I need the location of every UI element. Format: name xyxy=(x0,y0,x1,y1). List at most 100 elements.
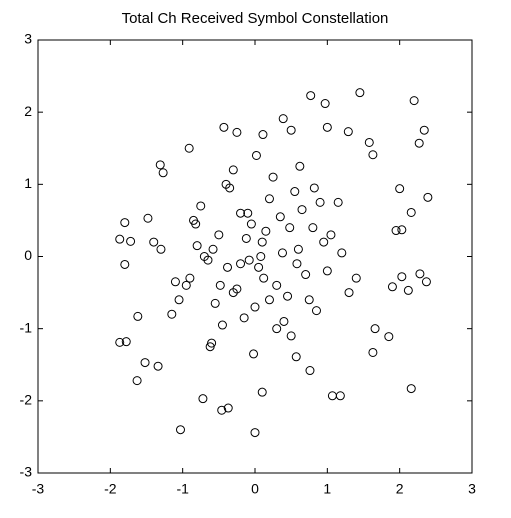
scatter-point xyxy=(319,237,329,247)
scatter-point xyxy=(256,252,266,261)
y-tick-label: 0 xyxy=(24,247,32,263)
scatter-point xyxy=(184,143,194,153)
scatter-point xyxy=(304,295,314,305)
scatter-point xyxy=(308,223,318,233)
scatter-point xyxy=(286,331,296,341)
scatter-point xyxy=(223,262,233,272)
scatter-point xyxy=(414,138,424,148)
scatter-point xyxy=(368,347,378,357)
y-tick-label: -3 xyxy=(20,464,33,480)
scatter-point xyxy=(370,324,380,334)
scatter-point xyxy=(364,137,374,147)
scatter-point xyxy=(272,280,282,290)
scatter-point xyxy=(115,337,125,347)
scatter-point xyxy=(322,122,332,132)
scatter-point xyxy=(423,192,433,202)
scatter-point xyxy=(326,230,336,240)
scatter-point xyxy=(203,255,213,265)
scatter-point xyxy=(415,269,425,279)
scatter-point xyxy=(301,270,311,280)
scatter-point xyxy=(279,316,289,326)
scatter-point xyxy=(309,183,319,193)
scatter-point xyxy=(264,194,274,204)
scatter-point xyxy=(153,361,163,371)
y-tick-label: 3 xyxy=(24,31,32,47)
scatter-point xyxy=(264,295,274,305)
scatter-point xyxy=(174,295,184,305)
scatter-point xyxy=(115,234,125,244)
scatter-point xyxy=(133,311,143,321)
scatter-point xyxy=(191,219,201,229)
scatter-point xyxy=(198,394,208,404)
scatter-point xyxy=(175,425,185,435)
x-tick-label: 0 xyxy=(251,481,259,497)
scatter-point xyxy=(397,225,407,235)
scatter-point xyxy=(210,298,220,308)
scatter-point xyxy=(306,91,316,101)
scatter-point xyxy=(384,332,394,342)
scatter-point xyxy=(406,384,416,394)
scatter-point xyxy=(368,150,378,160)
x-tick-label: 1 xyxy=(323,481,331,497)
scatter-point xyxy=(149,237,159,247)
scatter-point xyxy=(406,207,416,217)
scatter-point xyxy=(297,205,307,215)
scatter-point xyxy=(225,183,235,193)
scatter-point xyxy=(315,197,325,207)
scatter-point xyxy=(126,236,136,246)
scatter-point xyxy=(272,324,282,334)
scatter-point xyxy=(397,272,407,282)
scatter-point xyxy=(120,259,130,269)
scatter-point xyxy=(283,291,293,301)
scatter-point xyxy=(236,208,246,218)
scatter-point xyxy=(217,320,227,330)
scatter-point xyxy=(351,273,361,283)
scatter-point xyxy=(344,288,354,298)
scatter-point xyxy=(143,213,153,223)
scatter-point xyxy=(249,349,259,359)
x-tick-label: -3 xyxy=(32,481,45,497)
scatter-point xyxy=(167,309,177,319)
scatter-point xyxy=(409,96,419,106)
scatter-point xyxy=(333,197,343,207)
scatter-point xyxy=(155,160,165,170)
x-tick-label: 3 xyxy=(468,481,476,497)
scatter-point xyxy=(250,302,260,312)
scatter-point xyxy=(156,244,166,254)
scatter-point xyxy=(244,255,254,265)
scatter-point xyxy=(268,172,278,182)
scatter-point xyxy=(292,259,302,269)
scatter-point xyxy=(120,218,130,228)
scatter-point xyxy=(320,99,330,109)
chart-title: Total Ch Received Symbol Constellation xyxy=(122,10,389,27)
scatter-point xyxy=(286,125,296,135)
scatter-point xyxy=(257,387,267,397)
scatter-point xyxy=(257,237,267,247)
scatter-point xyxy=(214,230,224,240)
scatter-point xyxy=(355,88,365,98)
scatter-point xyxy=(236,259,246,269)
scatter-point xyxy=(232,284,242,294)
scatter-point xyxy=(278,114,288,124)
y-tick-label: 2 xyxy=(24,103,32,119)
scatter-point xyxy=(196,201,206,211)
scatter-point xyxy=(228,165,238,175)
scatter-point xyxy=(395,184,405,194)
scatter-point xyxy=(232,127,242,137)
scatter-point xyxy=(254,262,264,272)
scatter-point xyxy=(208,244,218,254)
scatter-point xyxy=(419,125,429,135)
scatter-point xyxy=(181,280,191,290)
y-tick-label: -1 xyxy=(20,319,33,335)
scatter-point xyxy=(215,280,225,290)
scatter-point xyxy=(337,248,347,258)
scatter-point xyxy=(403,285,413,295)
scatter-point xyxy=(335,391,345,401)
scatter-point xyxy=(277,248,287,258)
scatter-point xyxy=(295,161,305,171)
scatter-point xyxy=(205,342,215,352)
scatter-point xyxy=(391,226,401,236)
scatter-point xyxy=(158,168,168,178)
scatter-point xyxy=(243,208,253,218)
